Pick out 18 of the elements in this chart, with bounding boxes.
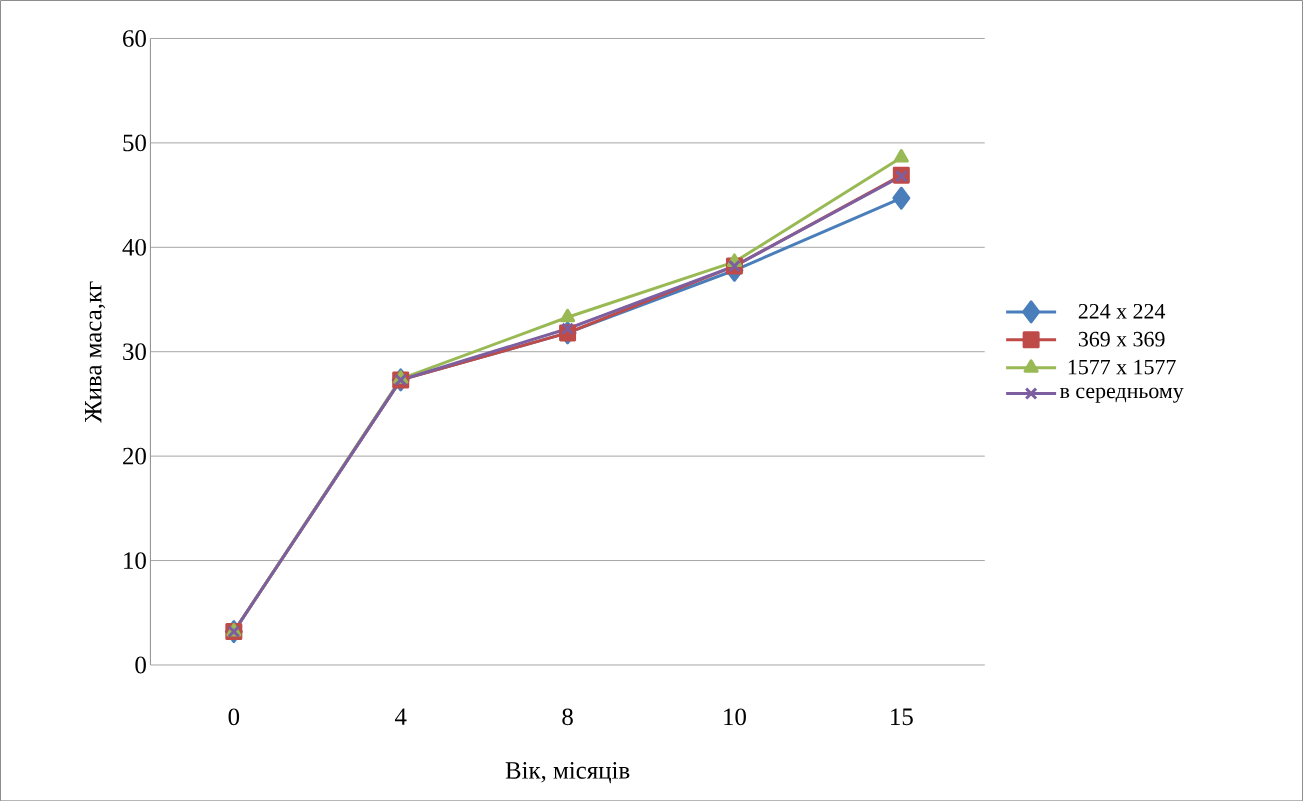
y-axis-title: Жива маса,кг [85, 281, 106, 423]
y-tick-label: 50 [123, 134, 146, 152]
x-tick-label: 8 [562, 708, 573, 726]
legend-label: 224 x 224 [1078, 303, 1166, 319]
y-tick-label: 40 [122, 238, 146, 256]
y-tick-label: 10 [124, 551, 146, 569]
legend-label: в середньому [1059, 387, 1184, 403]
legend-label: 369 x 369 [1078, 331, 1165, 347]
x-axis-title: Вік, місяців [505, 761, 630, 784]
x-tick-label: 0 [228, 708, 240, 726]
y-tick-label: 30 [123, 343, 146, 360]
x-tick-label: 4 [394, 708, 407, 725]
x-tick-label: 15 [891, 708, 913, 725]
legend-label: 1577 x 1577 [1068, 359, 1176, 375]
x-tick-label: 10 [724, 708, 746, 726]
y-tick-label: 0 [135, 656, 146, 674]
y-tick-label: 20 [123, 447, 146, 465]
y-tick-label: 60 [123, 29, 146, 47]
